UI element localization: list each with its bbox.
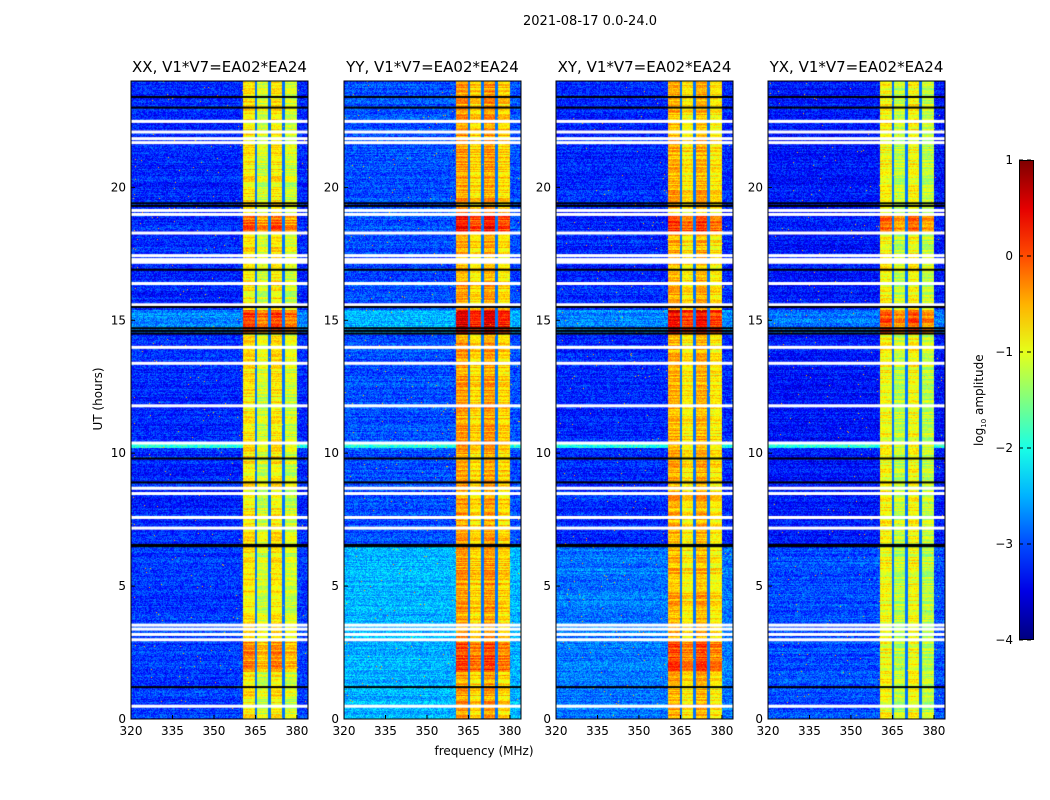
y-tick-label: 20 [324, 180, 339, 194]
axes-frame [130, 80, 309, 720]
panel-axes: 320 335 350 365 380 0 5 10 15 20 [111, 80, 309, 738]
y-tick-label: 0 [755, 712, 763, 726]
colorbar-tick-label: 0 [1005, 249, 1013, 263]
colorbar-label-sub: 10 [980, 418, 989, 428]
panel-title: YX, V1*V7=EA02*EA24 [769, 58, 944, 76]
colorbar-tick-label: 1 [1005, 153, 1013, 167]
panel-0: XX, V1*V7=EA02*EA24 320 335 350 365 380 0 5 10 15… [111, 58, 309, 738]
panel-title: XX, V1*V7=EA02*EA24 [132, 58, 307, 76]
y-tick-label: 20 [536, 180, 551, 194]
waterfall-image [768, 81, 945, 719]
y-tick-label: 5 [331, 579, 339, 593]
axes-frame [555, 80, 734, 720]
colorbar-tick-label: −4 [995, 633, 1013, 647]
axes-frame [343, 80, 522, 720]
x-tick-label: 320 [333, 724, 356, 738]
y-tick-label: 10 [536, 446, 551, 460]
x-tick-label: 380 [710, 724, 733, 738]
x-tick-label: 320 [545, 724, 568, 738]
y-tick-label: 5 [543, 579, 551, 593]
y-tick-label: 20 [748, 180, 763, 194]
axes-frame [767, 80, 946, 720]
y-tick-label: 15 [748, 313, 763, 327]
waterfall-image [556, 81, 733, 719]
panel-3: YX, V1*V7=EA02*EA24 320 335 350 365 380 0 5 10 15… [748, 58, 946, 738]
panel-axes: 320 335 350 365 380 0 5 10 15 20 [536, 80, 734, 738]
x-tick-label: 380 [285, 724, 308, 738]
colorbar-ticks: 1 0 −1 −2 −3 −4 [995, 153, 1034, 647]
x-tick-label: 365 [881, 724, 904, 738]
x-tick-label: 350 [203, 724, 226, 738]
colorbar-tick-label: −2 [995, 441, 1013, 455]
y-tick-label: 15 [324, 313, 339, 327]
panel-1: YY, V1*V7=EA02*EA24 320 335 350 365 380 0 5 10 15… [324, 58, 522, 738]
figure-title: 2021-08-17 0.0-24.0 [523, 14, 657, 29]
colorbar-label: log10 amplitude [972, 345, 988, 455]
y-tick-label: 0 [543, 712, 551, 726]
waterfall-image [131, 81, 308, 719]
panel-title: XY, V1*V7=EA02*EA24 [557, 58, 732, 76]
panel-2: XY, V1*V7=EA02*EA24 320 335 350 365 380 0 5 10 15… [536, 58, 734, 738]
y-tick-label: 15 [111, 313, 126, 327]
colorbar-label-log: log [971, 427, 986, 447]
x-tick-label: 365 [457, 724, 480, 738]
y-axis-label: UT (hours) [91, 367, 105, 431]
y-tick-label: 20 [111, 180, 126, 194]
y-tick-label: 5 [755, 579, 763, 593]
y-tick-label: 10 [324, 446, 339, 460]
x-tick-label: 320 [757, 724, 780, 738]
x-tick-label: 335 [161, 724, 184, 738]
x-tick-label: 365 [669, 724, 692, 738]
y-tick-label: 10 [111, 446, 126, 460]
panel-title: YY, V1*V7=EA02*EA24 [346, 58, 519, 76]
x-tick-label: 335 [374, 724, 397, 738]
y-tick-label: 15 [536, 313, 551, 327]
x-tick-label: 335 [798, 724, 821, 738]
x-tick-label: 350 [628, 724, 651, 738]
y-tick-label: 5 [118, 579, 126, 593]
panel-axes: 320 335 350 365 380 0 5 10 15 20 [748, 80, 946, 738]
y-tick-label: 10 [748, 446, 763, 460]
x-tick-label: 350 [416, 724, 439, 738]
colorbar-tick-label: −1 [995, 345, 1013, 359]
x-tick-label: 380 [922, 724, 945, 738]
x-tick-label: 350 [840, 724, 863, 738]
x-tick-label: 320 [120, 724, 143, 738]
colorbar-tick-label: −3 [995, 537, 1013, 551]
x-axis-label: frequency (MHz) [434, 744, 534, 758]
x-tick-label: 365 [244, 724, 267, 738]
x-tick-label: 380 [498, 724, 521, 738]
y-tick-label: 0 [118, 712, 126, 726]
panel-axes: 320 335 350 365 380 0 5 10 15 20 [324, 80, 522, 738]
waterfall-image [344, 81, 521, 719]
colorbar-label-rest: amplitude [971, 354, 986, 419]
y-tick-label: 0 [331, 712, 339, 726]
x-tick-label: 335 [586, 724, 609, 738]
colorbar [1019, 160, 1034, 640]
